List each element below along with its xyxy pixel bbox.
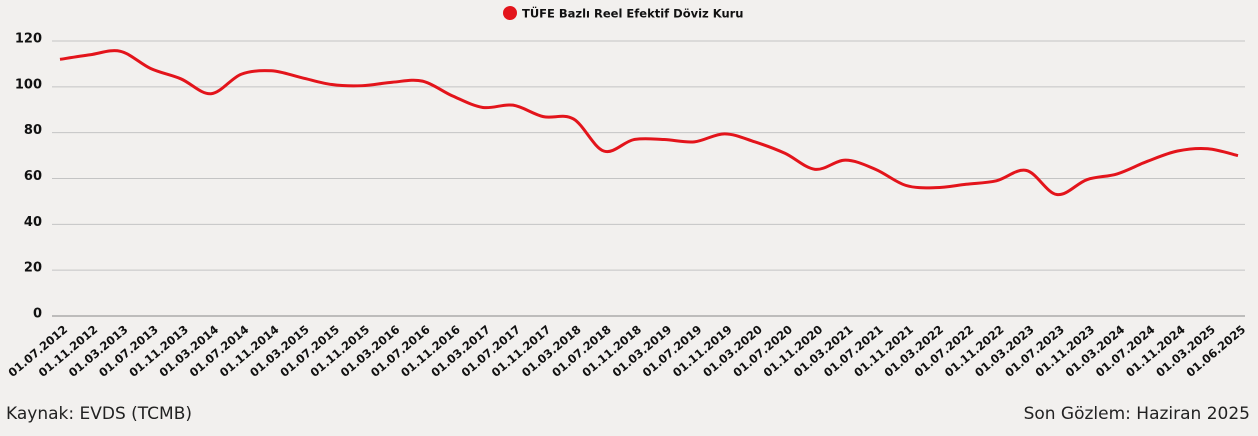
y-tick-label: 100 xyxy=(15,77,42,92)
y-tick-label: 0 xyxy=(33,307,42,322)
y-tick-label: 80 xyxy=(24,123,42,138)
line xyxy=(59,49,1239,197)
y-tick-label: 120 xyxy=(15,32,42,47)
y-tick-label: 40 xyxy=(24,215,42,230)
legend-marker xyxy=(503,6,517,20)
last-observation: Son Gözlem: Haziran 2025 xyxy=(1024,404,1250,424)
legend-label: TÜFE Bazlı Reel Efektif Döviz Kuru xyxy=(522,6,744,21)
y-tick-label: 20 xyxy=(24,261,42,276)
source: Kaynak: EVDS (TCMB) xyxy=(6,404,192,424)
y-tick-label: 60 xyxy=(24,169,42,184)
